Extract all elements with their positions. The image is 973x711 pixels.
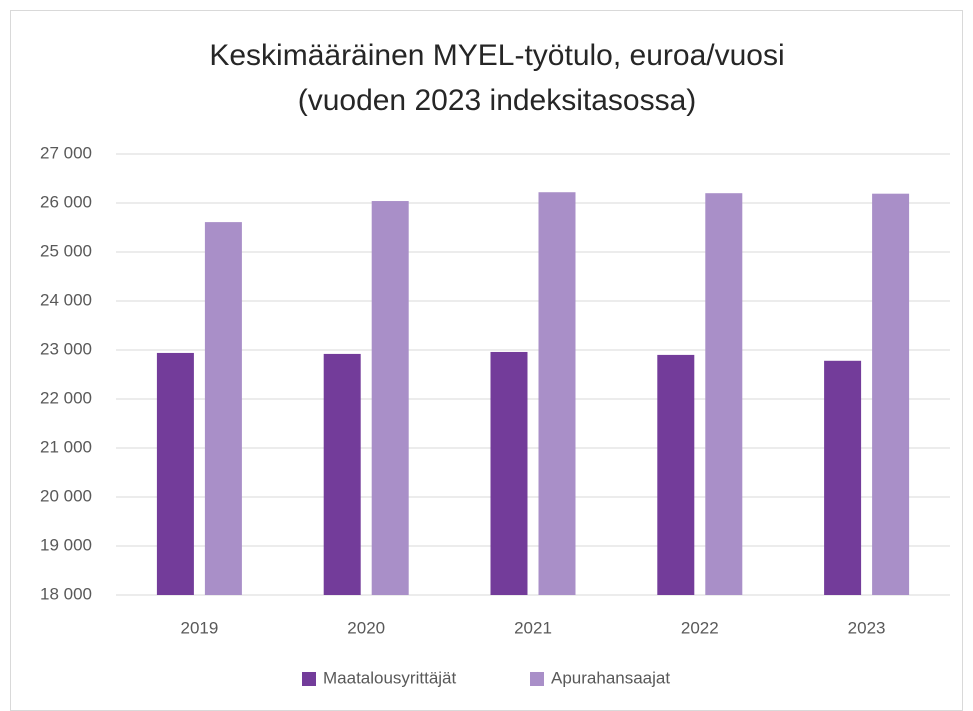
y-tick-label: 27 000	[40, 143, 92, 162]
x-tick-label: 2022	[681, 618, 719, 637]
legend-label: Apurahansaajat	[551, 668, 670, 687]
bar	[872, 193, 910, 595]
bar	[323, 353, 361, 595]
bar	[538, 192, 576, 595]
x-tick-label: 2019	[180, 618, 218, 637]
bar	[490, 351, 528, 595]
x-tick-label: 2023	[848, 618, 886, 637]
bar	[824, 360, 862, 595]
y-tick-label: 25 000	[40, 241, 92, 260]
legend-swatch	[530, 672, 544, 686]
bar	[204, 222, 242, 596]
bar	[705, 193, 743, 595]
bar	[156, 352, 194, 595]
y-tick-label: 20 000	[40, 486, 92, 505]
y-tick-label: 24 000	[40, 290, 92, 309]
bar	[371, 201, 409, 596]
legend-swatch	[302, 672, 316, 686]
bar	[657, 354, 695, 595]
x-tick-label: 2020	[347, 618, 385, 637]
y-tick-label: 19 000	[40, 535, 92, 554]
y-tick-label: 21 000	[40, 437, 92, 456]
y-tick-label: 23 000	[40, 339, 92, 358]
chart-title: (vuoden 2023 indeksitasossa)	[298, 84, 697, 117]
y-tick-label: 22 000	[40, 388, 92, 407]
y-tick-label: 18 000	[40, 584, 92, 603]
x-tick-label: 2021	[514, 618, 552, 637]
chart-title: Keskimääräinen MYEL-työtulo, euroa/vuosi	[209, 39, 784, 72]
y-tick-label: 26 000	[40, 192, 92, 211]
legend-label: Maatalousyrittäjät	[323, 668, 457, 687]
